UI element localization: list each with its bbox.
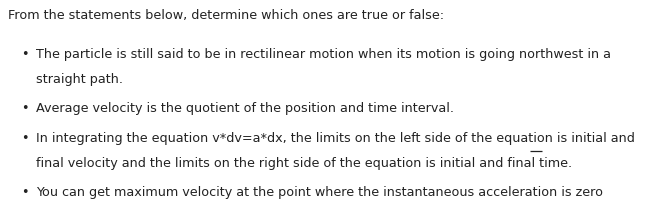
Text: •: • bbox=[21, 102, 29, 115]
Text: You can get maximum velocity at the point where the instantaneous acceleration i: You can get maximum velocity at the poin… bbox=[36, 186, 603, 199]
Text: •: • bbox=[21, 186, 29, 199]
Text: Average velocity is the quotient of the position and time interval.: Average velocity is the quotient of the … bbox=[36, 102, 454, 115]
Text: final velocity and the limits on the right side of the equation is initial and f: final velocity and the limits on the rig… bbox=[36, 157, 572, 170]
Text: straight path.: straight path. bbox=[36, 73, 123, 86]
Text: •: • bbox=[21, 132, 29, 145]
Text: The particle is still said to be in rectilinear motion when its motion is going : The particle is still said to be in rect… bbox=[36, 48, 611, 61]
Text: In integrating the equation v*dv=a*dx, the limits on the left side of the equati: In integrating the equation v*dv=a*dx, t… bbox=[36, 132, 635, 145]
Text: From the statements below, determine which ones are true or false:: From the statements below, determine whi… bbox=[8, 9, 444, 23]
Text: •: • bbox=[21, 48, 29, 61]
